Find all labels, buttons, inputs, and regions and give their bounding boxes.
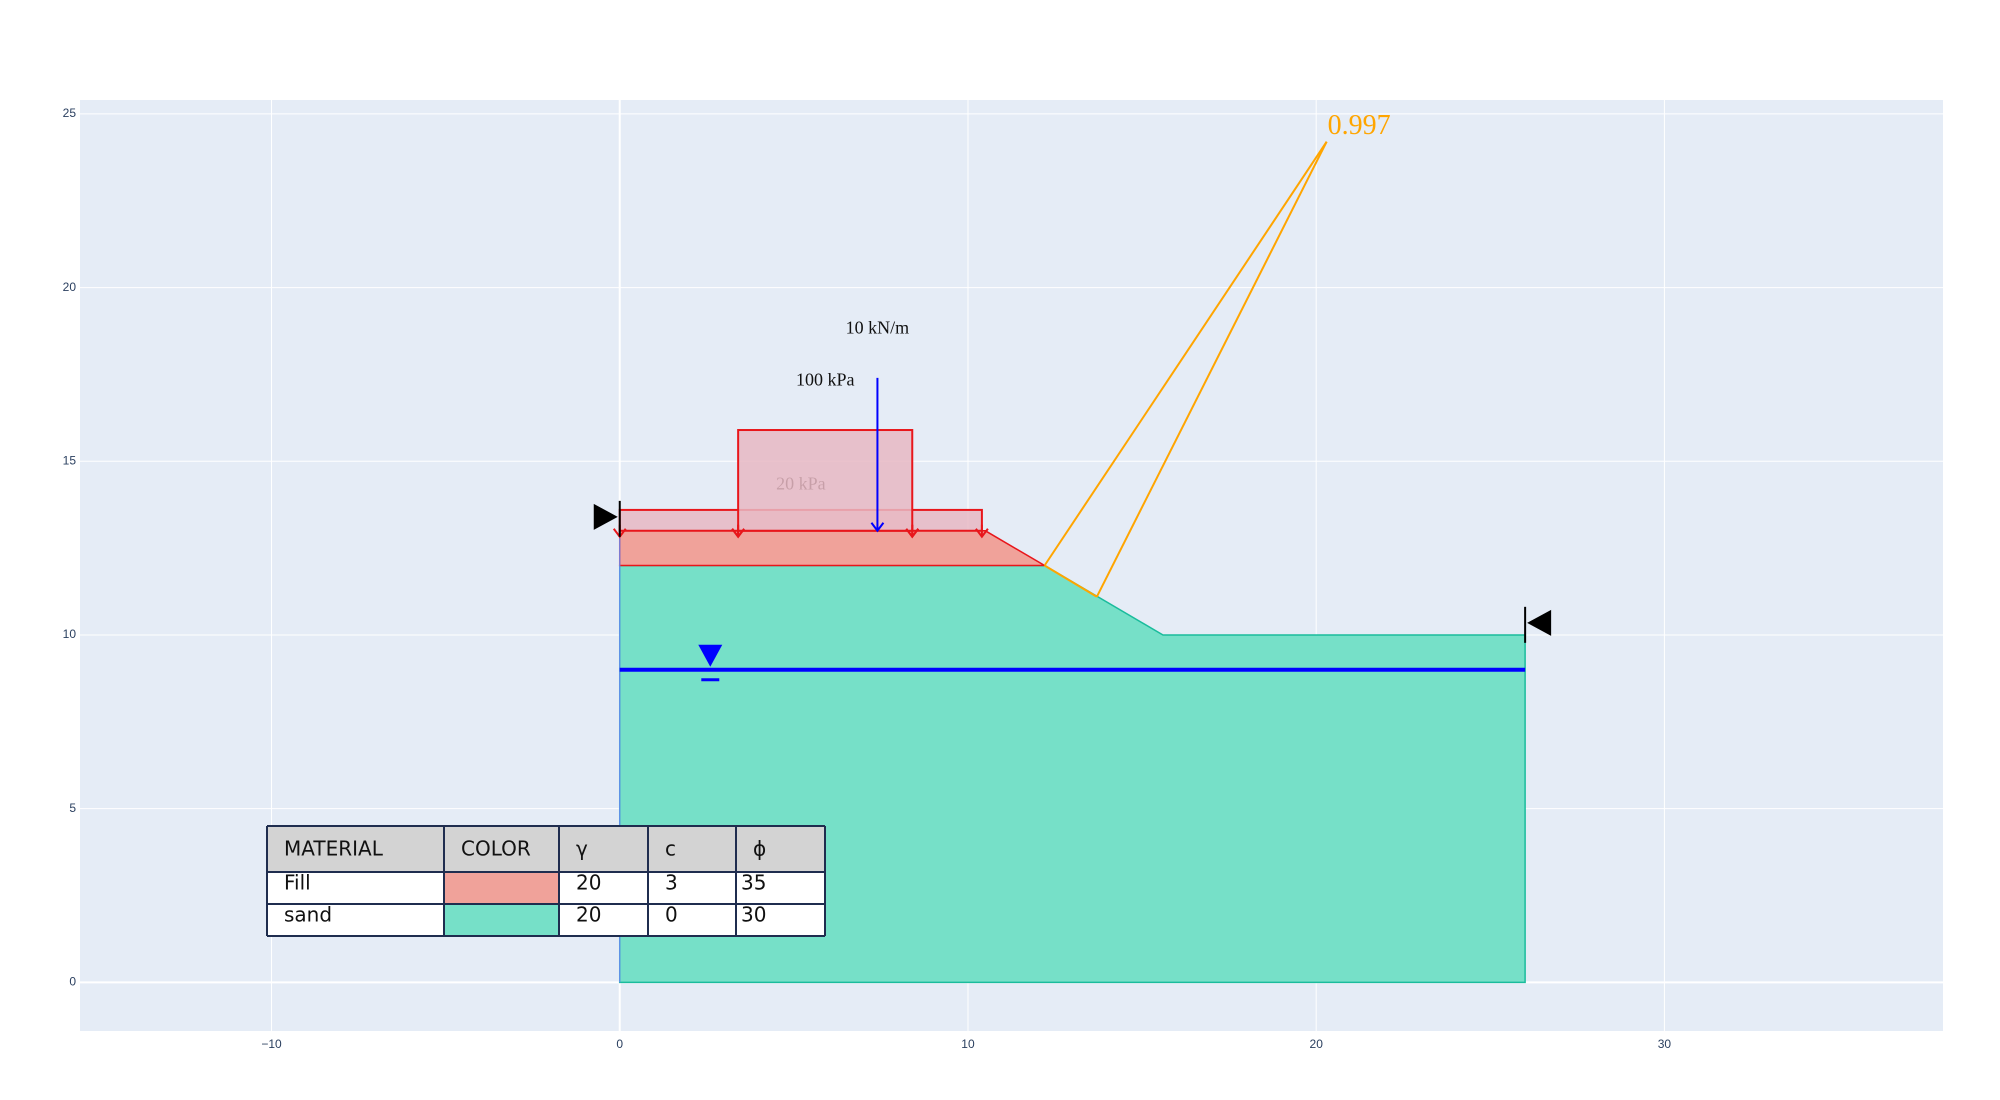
load-arrow-head — [975, 528, 989, 539]
boundary-markers — [593, 500, 1552, 643]
y-tick-label: 15 — [63, 453, 77, 467]
x-tick-label: 30 — [1658, 1037, 1672, 1051]
y-tick-label: 20 — [63, 280, 77, 294]
table-cell-phi: 30 — [741, 903, 766, 927]
y-tick-label: 25 — [63, 106, 77, 120]
material-table: MATERIAL COLOR γ c ϕ Fill 20 3 35 sand 20 0 30 — [266, 825, 826, 937]
material-color-swatch — [444, 904, 559, 936]
table-cell-phi: 35 — [741, 871, 766, 895]
table-header-cell: γ — [576, 837, 588, 861]
y-tick-label: 0 — [69, 975, 76, 989]
table-cell-material: Fill — [284, 871, 311, 895]
point-load-arrow-head — [870, 522, 885, 533]
table-cell-c: 0 — [665, 903, 678, 927]
table-header-cell: c — [665, 837, 676, 861]
x-tick-label: 0 — [616, 1037, 623, 1051]
slip-arc — [1044, 564, 1098, 598]
table-cell-c: 3 — [665, 871, 678, 895]
x-tick-label: 20 — [1310, 1037, 1324, 1051]
water-table — [619, 644, 1526, 682]
factor-of-safety-label: 0.997 — [1328, 110, 1391, 141]
table-cell-gamma: 20 — [576, 903, 601, 927]
table-header-cell: MATERIAL — [284, 837, 384, 861]
distributed-load-label: 100 kPa — [796, 370, 855, 390]
table-cell-gamma: 20 — [576, 871, 601, 895]
table-header-cell: ϕ — [753, 837, 766, 861]
x-tick-label: −10 — [261, 1037, 282, 1051]
load-arrow-head — [905, 528, 920, 539]
distributed-load-1 — [737, 429, 914, 532]
boundary-arrow-right — [593, 503, 618, 530]
y-tick-label: 10 — [63, 627, 77, 641]
slip-radius-entry — [1043, 141, 1328, 567]
water-table-symbol — [698, 644, 723, 667]
y-tick-label: 5 — [69, 801, 76, 815]
slip-radius-exit — [1095, 141, 1328, 598]
x-tick-label: 10 — [961, 1037, 975, 1051]
table-cell-material: sand — [284, 903, 332, 927]
slip-surface: 0.997 — [1043, 110, 1391, 598]
table-header-row — [267, 826, 825, 872]
load-arrow-head — [731, 528, 745, 539]
material-color-swatch — [444, 872, 559, 904]
table-header-cell: COLOR — [461, 837, 531, 861]
boundary-arrow-left — [1527, 609, 1552, 636]
point-load-label: 10 kN/m — [846, 317, 910, 337]
